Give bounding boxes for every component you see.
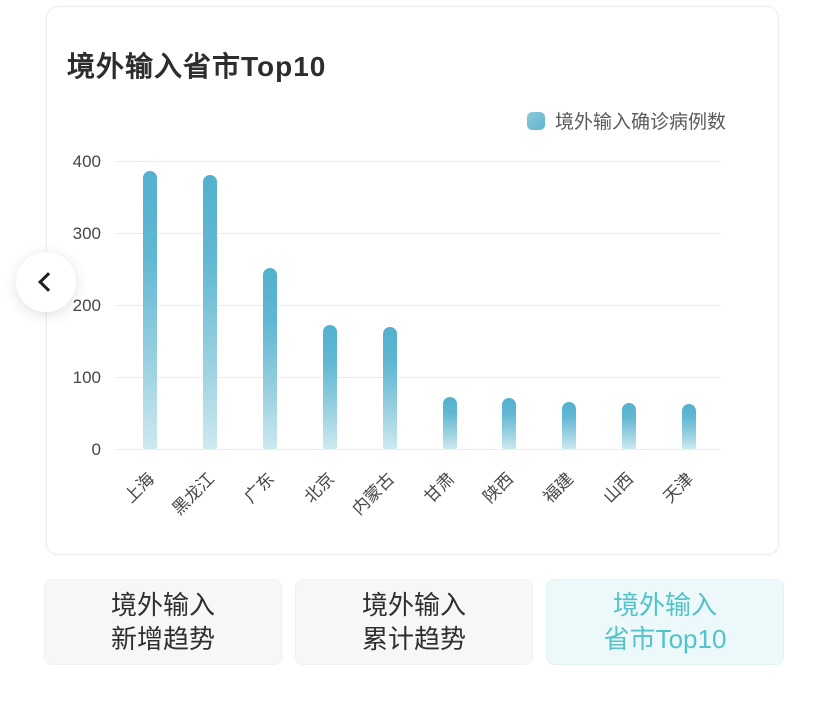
y-tick-label: 400 [72,152,101,171]
tab-province-top10[interactable]: 境外输入 省市Top10 [546,579,784,665]
bar-广东 [262,267,277,449]
x-tick-label: 福建 [539,469,578,507]
tab-label-line1: 境外输入 [361,590,466,620]
x-tick-label: 山西 [599,469,638,507]
y-tick-label: 300 [72,224,101,243]
tab-label-line2: 新增趋势 [110,624,215,654]
x-tick-label: 黑龙江 [168,469,219,519]
tab-label-line2: 省市Top10 [603,624,727,654]
x-tick-label: 陕西 [480,469,518,507]
bar-上海 [143,171,157,449]
x-tick-label: 甘肃 [420,469,458,507]
bar-福建 [562,402,577,449]
gridline [116,449,721,450]
x-tick-label: 广东 [240,469,278,507]
tab-new-trend[interactable]: 境外输入 新增趋势 [44,579,282,665]
tab-label-line2: 累计趋势 [361,624,466,654]
legend-swatch-icon [526,111,545,130]
y-tick-label: 100 [72,368,101,387]
chart-card: 境外输入省市Top10 境外输入确诊病例数 0 100 200 300 400 上海 黑龙… [46,6,779,555]
bar-黑龙江 [202,174,217,449]
bar-甘肃 [442,397,457,449]
gridline [116,377,721,378]
y-axis: 0 100 200 300 400 [47,152,109,459]
legend: 境外输入确诊病例数 [526,107,726,134]
x-tick-label: 北京 [300,469,338,507]
plot-area [116,161,721,450]
chevron-left-icon [38,272,58,292]
bar-陕西 [502,397,517,449]
x-tick-label: 天津 [659,469,698,507]
chart-title: 境外输入省市Top10 [67,51,327,82]
bar-北京 [322,325,337,449]
y-tick-label: 0 [91,440,101,459]
gridline [116,161,721,162]
gridline [116,305,721,306]
gridline [116,233,721,234]
x-tick-label: 内蒙古 [348,469,398,519]
y-tick-label: 200 [72,296,101,315]
bar-天津 [682,404,697,449]
tab-cumulative-trend[interactable]: 境外输入 累计趋势 [295,579,533,665]
tab-bar: 境外输入 新增趋势 境外输入 累计趋势 境外输入 省市Top10 [44,579,784,665]
carousel-prev-button[interactable] [16,252,76,312]
x-tick-label: 上海 [120,469,159,507]
x-axis: 上海 黑龙江 广东 北京 内蒙古 甘肃 陕西 福建 山西 天津 [116,450,721,530]
bar-内蒙古 [382,326,397,449]
tab-label-line1: 境外输入 [612,590,717,620]
legend-label: 境外输入确诊病例数 [554,112,726,133]
bar-山西 [622,402,637,449]
tab-label-line1: 境外输入 [110,590,215,620]
